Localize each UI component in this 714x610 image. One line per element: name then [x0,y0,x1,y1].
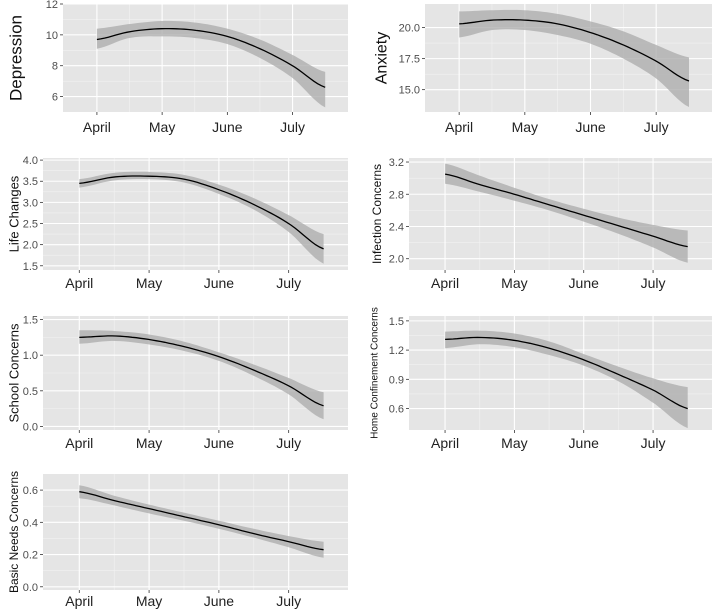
x-tick-label: July [641,275,666,291]
x-tick-label: June [204,435,235,451]
x-tick-label: April [431,275,459,291]
y-tick-label: 1.2 [389,345,404,357]
y-axis-label: Anxiety [374,32,391,84]
y-tick-label: 2.0 [389,254,404,266]
y-tick-label: 17.5 [399,54,420,66]
panel-4: 0.0 0.5 1.0 1.5 April May June July School Conce… [7,315,348,451]
y-axis-label: Depression [7,15,26,101]
panel-3: 2.0 2.4 2.8 3.2 April May June July Infection Co… [370,157,712,291]
y-tick-label: 0.6 [23,485,38,497]
x-tick-label: April [431,435,459,451]
x-tick-label: July [641,435,666,451]
y-tick-label: 20.0 [399,23,420,35]
y-tick-label: 0.6 [389,404,404,416]
x-tick-label: May [136,435,162,451]
confidence-ribbon [96,20,326,108]
x-tick-label: June [569,435,600,451]
confidence-ribbon [79,171,324,264]
y-tick-label: 2.5 [23,219,38,231]
y-tick-label: 0.0 [23,421,38,433]
y-tick-label: 4.0 [23,155,38,167]
y-tick-label: 15.0 [399,85,420,97]
y-tick-label: 10 [46,30,58,42]
y-tick-label: 2.0 [23,240,38,252]
y-tick-label: 12 [46,0,58,11]
panel-5: 0.6 0.9 1.2 1.5 April May June July Home Confine… [370,307,712,451]
y-tick-label: 2.4 [389,221,404,233]
y-axis-label: Home Confinement Concerns [370,307,381,439]
y-tick-label: 0.4 [23,517,38,529]
panel-background [43,158,348,270]
y-tick-label: 0.5 [23,386,38,398]
x-tick-label: July [644,119,669,135]
x-tick-label: June [575,119,606,135]
x-tick-label: April [65,593,93,609]
series-line [445,336,688,410]
x-tick-label: July [280,119,305,135]
panel-2: 1.5 2.0 2.5 3.0 3.5 4.0 April May June July Life C… [7,155,348,291]
y-tick-label: 8 [52,61,58,73]
x-tick-label: April [65,275,93,291]
confidence-ribbon [79,330,324,420]
x-tick-label: July [276,435,301,451]
y-axis-label: School Concerns [7,323,22,422]
y-tick-label: 1.5 [23,261,38,273]
x-tick-label: May [136,593,162,609]
x-tick-label: July [276,275,301,291]
y-tick-label: 1.5 [389,316,404,328]
series-line [444,173,688,248]
panel-background [63,4,348,112]
series-line [79,335,324,407]
y-tick-label: 3.0 [23,197,38,209]
y-tick-label: 2.8 [389,189,404,201]
x-tick-label: July [276,593,301,609]
panel-1: 15.0 17.5 20.0 April May June July Anxiety [374,4,712,135]
x-tick-label: May [501,435,527,451]
x-tick-label: May [136,275,162,291]
x-tick-label: June [212,119,243,135]
x-tick-label: June [204,275,235,291]
confidence-ribbon [459,9,689,107]
series-line [79,175,324,250]
y-tick-label: 3.2 [389,157,404,169]
x-tick-label: May [512,119,538,135]
y-tick-label: 6 [52,92,58,104]
x-tick-label: April [83,119,111,135]
panel-0: 6 8 10 12 April May June July Depression [7,0,348,135]
series-line [96,27,326,88]
panel-6: 0.0 0.2 0.4 0.6 April May June July Basic Needs … [7,471,348,609]
x-tick-label: May [149,119,175,135]
series-line [459,19,690,82]
y-tick-label: 0.2 [23,550,38,562]
y-tick-label: 1.0 [23,350,38,362]
confidence-ribbon [445,330,688,429]
x-tick-label: April [65,435,93,451]
y-tick-label: 0.0 [23,582,38,594]
x-tick-label: May [501,275,527,291]
x-tick-label: April [445,119,473,135]
x-tick-label: June [569,275,600,291]
confidence-ribbon [79,485,324,558]
confidence-ribbon [445,163,688,263]
y-tick-label: 1.5 [23,315,38,327]
y-axis-label: Life Changes [7,175,22,252]
y-axis-label: Infection Concerns [370,164,384,264]
y-axis-label: Basic Needs Concerns [7,471,21,593]
series-line [79,491,324,551]
y-tick-label: 0.9 [389,374,404,386]
x-tick-label: June [204,593,235,609]
y-tick-label: 3.5 [23,176,38,188]
